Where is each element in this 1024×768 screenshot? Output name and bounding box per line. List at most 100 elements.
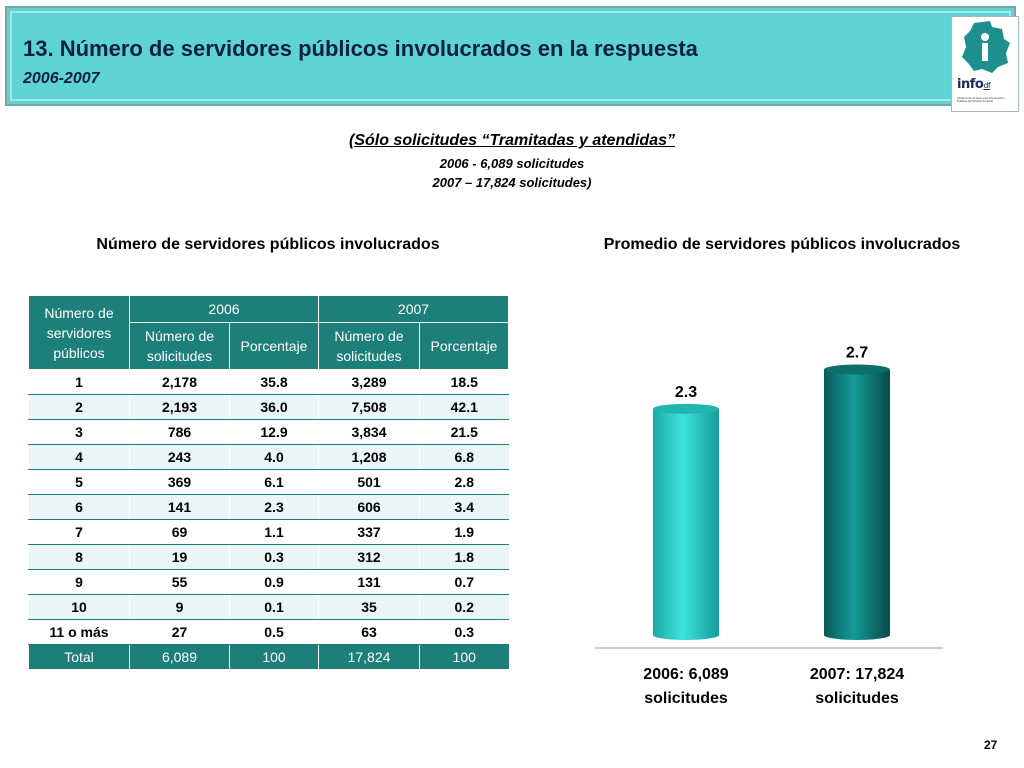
table-cell: 21.5: [419, 419, 509, 445]
table-cell: 786: [129, 419, 230, 445]
table-cell: 0.3: [229, 544, 319, 570]
table-cell: 5: [28, 469, 130, 495]
table-row: 8 19 0.3 312 1.8: [28, 544, 509, 570]
table-cell: 11 o más: [28, 619, 130, 645]
table-cell: 63: [318, 619, 420, 645]
header-porcentaje-2006: Porcentaje: [229, 322, 319, 370]
table-cell: 0.7: [419, 569, 509, 595]
table-cell: 2.8: [419, 469, 509, 495]
table-cell: 2,178: [129, 369, 230, 395]
table-cell: 6: [28, 494, 130, 520]
intro-line-2007: 2007 – 17,824 solicitudes): [432, 175, 592, 190]
table-cell: 0.5: [229, 619, 319, 645]
bar-top: [653, 403, 719, 414]
total-cell: 17,824: [318, 644, 420, 669]
servers-table: Número de servidores públicos 2006 2007 …: [28, 295, 509, 669]
bar-value-label: 2.3: [675, 384, 697, 401]
bar-1: 2.7 2007: 17,824 solicitudes: [810, 345, 904, 708]
bar-body: [824, 369, 890, 640]
table-cell: 19: [129, 544, 230, 570]
table-cell: 7,508: [318, 394, 420, 420]
table-cell: 35.8: [229, 369, 319, 395]
total-cell: Total: [28, 644, 130, 669]
header-solicitudes-2006: Número de solicitudes: [129, 322, 230, 370]
table-cell: 9: [28, 569, 130, 595]
category-label: 2006: 6,089: [643, 666, 729, 683]
table-cell: 6.8: [419, 444, 509, 470]
table-row: 9 55 0.9 131 0.7: [28, 569, 509, 595]
category-label: solicitudes: [644, 690, 728, 707]
table-cell: 131: [318, 569, 420, 595]
average-servers-chart: 2.3 2006: 6,089 solicitudes 2.7 2007: 17,824…: [595, 345, 943, 708]
table-row: 10 9 0.1 35 0.2: [28, 594, 509, 620]
logo-caption: Instituto de Acceso a la Información Púb…: [957, 96, 1005, 103]
category-label: 2007: 17,824: [810, 666, 904, 683]
bar-body: [653, 408, 719, 640]
infodf-logo: infodf Instituto de Acceso a la Informac…: [951, 16, 1019, 112]
table-cell: 69: [129, 519, 230, 545]
chart-bars: 2.3 2006: 6,089 solicitudes 2.7 2007: 17,824…: [643, 345, 904, 708]
total-row: Total 6,089 100 17,824 100: [28, 644, 509, 669]
table-cell: 0.3: [419, 619, 509, 645]
table-cell: 312: [318, 544, 420, 570]
table-row: 4 243 4.0 1,208 6.8: [28, 444, 509, 470]
table-cell: 606: [318, 494, 420, 520]
table-cell: 42.1: [419, 394, 509, 420]
table-cell: 1: [28, 369, 130, 395]
table-cell: 369: [129, 469, 230, 495]
table-row: 3 786 12.9 3,834 21.5: [28, 419, 509, 445]
table-cell: 2,193: [129, 394, 230, 420]
header-porcentaje-2007: Porcentaje: [419, 322, 509, 370]
total-cell: 100: [229, 644, 319, 669]
table-cell: 4.0: [229, 444, 319, 470]
bar-value-label: 2.7: [846, 345, 868, 362]
header-year-2006: 2006: [129, 295, 319, 323]
table-row: 7 69 1.1 337 1.9: [28, 519, 509, 545]
bar-top: [824, 364, 890, 375]
table-cell: 337: [318, 519, 420, 545]
table-row: 6 141 2.3 606 3.4: [28, 494, 509, 520]
intro-line-2006: 2006 - 6,089 solicitudes: [439, 156, 585, 171]
table-cell: 1.9: [419, 519, 509, 545]
table-body: 1 2,178 35.8 3,289 18.5 2 2,193 36.0 7,508 42.1 3 7…: [28, 369, 509, 645]
table-row: 11 o más 27 0.5 63 0.3: [28, 619, 509, 645]
table-cell: 9: [129, 594, 230, 620]
table-cell: 0.9: [229, 569, 319, 595]
table-cell: 3: [28, 419, 130, 445]
table-row: 5 369 6.1 501 2.8: [28, 469, 509, 495]
table-cell: 6.1: [229, 469, 319, 495]
table-cell: 12.9: [229, 419, 319, 445]
table-cell: 36.0: [229, 394, 319, 420]
table-cell: 2.3: [229, 494, 319, 520]
table-cell: 1,208: [318, 444, 420, 470]
table-cell: 18.5: [419, 369, 509, 395]
table-cell: 7: [28, 519, 130, 545]
table-cell: 2: [28, 394, 130, 420]
map-emblem-icon: [962, 21, 1010, 73]
chart-heading: Promedio de servidores públicos involucr…: [603, 236, 961, 253]
title-banner: 13. Número de servidores públicos involu…: [5, 6, 1019, 112]
total-cell: 100: [419, 644, 509, 669]
table-cell: 1.8: [419, 544, 509, 570]
slide-title: 13. Número de servidores públicos involu…: [23, 36, 698, 61]
bar-0: 2.3 2006: 6,089 solicitudes: [643, 384, 729, 707]
table-row: 1 2,178 35.8 3,289 18.5: [28, 369, 509, 395]
table-cell: 243: [129, 444, 230, 470]
table-cell: 35: [318, 594, 420, 620]
table-cell: 10: [28, 594, 130, 620]
header-solicitudes-2007: Número de solicitudes: [318, 322, 420, 370]
table-cell: 141: [129, 494, 230, 520]
intro-note: (Sólo solicitudes “Tramitadas y atendida…: [0, 132, 1024, 192]
table-cell: 55: [129, 569, 230, 595]
table-cell: 501: [318, 469, 420, 495]
header-year-2007: 2007: [318, 295, 509, 323]
table-cell: 3,289: [318, 369, 420, 395]
table-cell: 0.1: [229, 594, 319, 620]
table-cell: 0.2: [419, 594, 509, 620]
intro-title: (Sólo solicitudes “Tramitadas y atendida…: [348, 132, 675, 149]
table-row: 2 2,193 36.0 7,508 42.1: [28, 394, 509, 420]
total-cell: 6,089: [129, 644, 230, 669]
table-cell: 1.1: [229, 519, 319, 545]
table-cell: 27: [129, 619, 230, 645]
logo-wordmark: infodf: [957, 77, 991, 92]
